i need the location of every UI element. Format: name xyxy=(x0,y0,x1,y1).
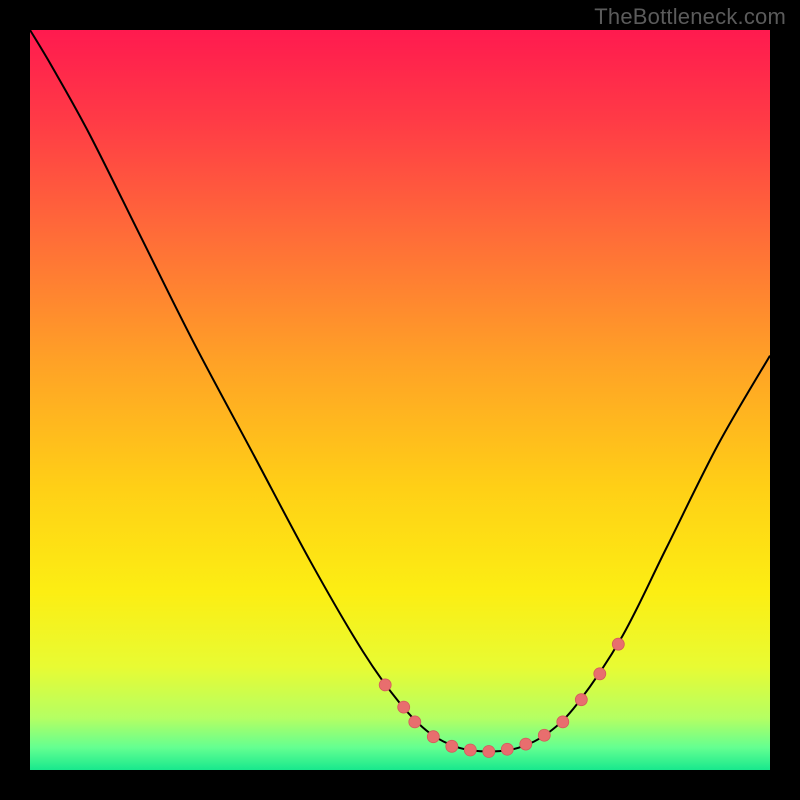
bottleneck-chart xyxy=(30,30,770,770)
scatter-marker xyxy=(557,716,569,728)
scatter-marker xyxy=(409,716,421,728)
chart-frame: TheBottleneck.com xyxy=(0,0,800,800)
plot-area xyxy=(30,30,770,770)
scatter-marker xyxy=(575,694,587,706)
scatter-marker xyxy=(483,746,495,758)
scatter-marker xyxy=(520,738,532,750)
scatter-marker xyxy=(427,731,439,743)
watermark-text: TheBottleneck.com xyxy=(594,4,786,30)
scatter-marker xyxy=(501,743,513,755)
gradient-background xyxy=(30,30,770,770)
scatter-marker xyxy=(464,744,476,756)
scatter-marker xyxy=(446,740,458,752)
scatter-marker xyxy=(612,638,624,650)
scatter-marker xyxy=(538,729,550,741)
scatter-marker xyxy=(594,668,606,680)
scatter-marker xyxy=(379,679,391,691)
scatter-marker xyxy=(398,701,410,713)
